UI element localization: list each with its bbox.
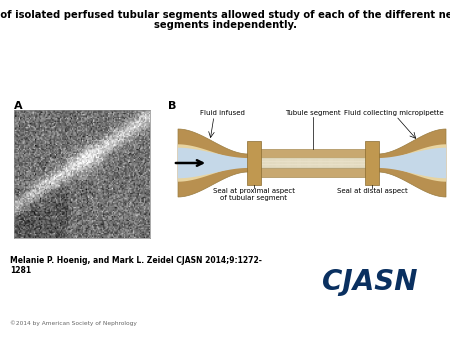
Text: ©2014 by American Society of Nephrology: ©2014 by American Society of Nephrology (10, 320, 137, 326)
Text: Tubule segment: Tubule segment (285, 110, 341, 116)
Bar (365, 141, 379, 185)
Text: CJASN: CJASN (322, 268, 418, 296)
Polygon shape (378, 148, 446, 178)
Polygon shape (378, 129, 446, 197)
Polygon shape (178, 129, 248, 197)
Bar (248, 149, 378, 158)
Text: Seal at distal aspect: Seal at distal aspect (337, 188, 407, 194)
Text: Study of isolated perfused tubular segments allowed study of each of the differe: Study of isolated perfused tubular segme… (0, 10, 450, 20)
Text: Seal at proximal aspect
of tubular segment: Seal at proximal aspect of tubular segme… (213, 188, 295, 201)
Text: B: B (168, 101, 176, 111)
Text: Fluid infused: Fluid infused (200, 110, 245, 116)
Bar (248, 158, 378, 168)
Text: A: A (14, 101, 22, 111)
Polygon shape (178, 148, 248, 178)
Polygon shape (378, 144, 446, 182)
Bar (248, 168, 378, 177)
Text: Fluid collecting micropipette: Fluid collecting micropipette (344, 110, 444, 116)
Text: segments independently.: segments independently. (153, 20, 297, 30)
Bar (247, 141, 261, 185)
Text: Melanie P. Hoenig, and Mark L. Zeidel CJASN 2014;9:1272-
1281: Melanie P. Hoenig, and Mark L. Zeidel CJ… (10, 256, 262, 275)
Polygon shape (178, 144, 248, 182)
